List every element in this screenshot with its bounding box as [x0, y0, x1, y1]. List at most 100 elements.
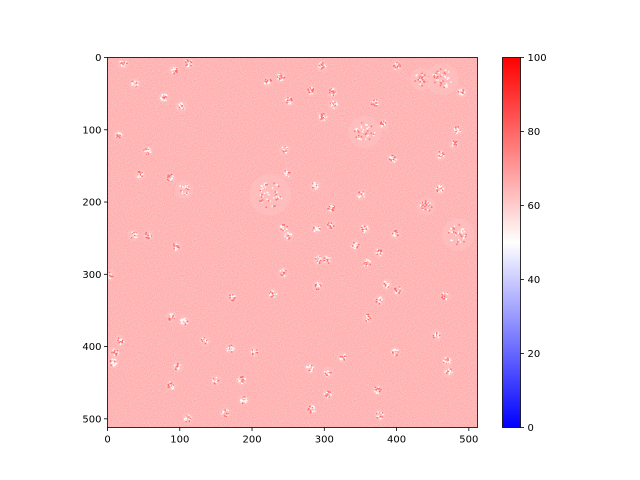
cluster-spot	[371, 384, 384, 396]
cluster-spot	[165, 311, 177, 323]
cluster-spot	[326, 86, 339, 98]
y-tick-label: 100	[82, 125, 101, 136]
cluster-spot	[337, 351, 349, 364]
cluster-spot	[129, 77, 141, 90]
cluster-spot	[134, 168, 146, 181]
colorbar-tick-label: 40	[528, 275, 541, 286]
colorbar-tick-label: 100	[528, 53, 547, 64]
cluster-spot	[374, 409, 386, 421]
cluster-spot	[392, 284, 404, 296]
cluster-spot	[107, 269, 116, 281]
cluster-spot	[283, 95, 295, 107]
cluster-spot	[325, 202, 338, 215]
y-tick-label: 400	[82, 342, 101, 353]
heatmap-clusters	[107, 57, 475, 425]
cluster-spot	[310, 222, 323, 235]
cluster-spot	[358, 222, 371, 235]
cluster-spot	[325, 219, 337, 231]
cluster-spot	[391, 60, 404, 72]
cluster-spot	[322, 366, 334, 379]
cluster-spot	[142, 229, 154, 242]
heatmap-noise-texture	[107, 57, 478, 428]
cluster-spot	[441, 218, 475, 251]
cluster-spot	[425, 62, 459, 96]
cluster-spot	[312, 254, 325, 266]
cluster-spot	[199, 335, 211, 347]
cluster-spot	[107, 356, 120, 369]
x-tick-label: 400	[387, 435, 406, 446]
cluster-spot	[455, 86, 468, 98]
cluster-spot	[439, 290, 451, 302]
cluster-spot	[182, 57, 195, 70]
cluster-spot	[277, 267, 289, 279]
cluster-spot	[248, 345, 260, 358]
cluster-spot	[267, 288, 279, 300]
cluster-spot	[224, 342, 237, 355]
cluster-spot	[309, 180, 321, 192]
cluster-spot	[380, 278, 393, 291]
cluster-spot	[327, 98, 340, 111]
cluster-spot	[171, 361, 184, 373]
cluster-spot	[305, 84, 318, 97]
cluster-spot	[181, 413, 194, 425]
cluster-spot	[108, 346, 121, 359]
cluster-spot	[226, 291, 238, 304]
cluster-spot	[349, 239, 362, 252]
cluster-spot	[168, 64, 180, 77]
cluster-spot	[369, 97, 381, 109]
cluster-spot	[448, 138, 461, 150]
cluster-spot	[373, 294, 385, 307]
cluster-spot	[141, 145, 154, 158]
cluster-spot	[377, 118, 390, 131]
cluster-spot	[416, 197, 436, 216]
colorbar-tick-label: 20	[528, 349, 541, 360]
cluster-spot	[387, 152, 399, 165]
heatmap-frame	[107, 57, 478, 428]
cluster-spot	[304, 362, 316, 375]
cluster-spot	[390, 228, 402, 240]
x-axis: 0 100 200 300 400 500	[104, 427, 478, 446]
colorbar-tick-label: 0	[528, 423, 534, 434]
cluster-spot	[361, 311, 374, 324]
cluster-spot	[451, 123, 464, 136]
cluster-spot	[117, 57, 130, 70]
x-tick-label: 500	[459, 435, 478, 446]
x-tick-label: 0	[104, 435, 110, 446]
cluster-spot	[282, 230, 294, 242]
cluster-spot	[210, 374, 222, 387]
cluster-spot	[430, 329, 443, 341]
cluster-spot	[317, 110, 329, 123]
cluster-spot	[434, 183, 446, 195]
y-tick-label: 300	[82, 270, 101, 281]
cluster-spot	[441, 355, 453, 367]
cluster-spot	[305, 403, 318, 416]
cluster-spot	[170, 241, 182, 253]
cluster-spot	[312, 280, 324, 292]
cluster-spot	[361, 257, 373, 270]
cluster-spot	[175, 100, 187, 113]
colorbar-tick-label: 80	[528, 127, 541, 138]
cluster-spot	[280, 167, 293, 179]
cluster-spot	[278, 144, 291, 156]
cluster-spot	[237, 394, 250, 406]
cluster-spot	[373, 246, 385, 259]
cluster-spot	[164, 171, 177, 184]
y-axis: 0 100 200 300 400 500	[82, 53, 108, 425]
cluster-spot	[158, 91, 170, 104]
cluster-spot	[355, 189, 367, 201]
cluster-spot	[348, 115, 381, 149]
y-tick-label: 500	[82, 414, 101, 425]
cluster-spot	[114, 335, 127, 347]
cluster-spot	[165, 379, 177, 392]
x-tick-label: 100	[170, 435, 189, 446]
cluster-spot	[262, 76, 274, 88]
colorbar-axis: 0 20 40 60 80 100	[520, 53, 547, 434]
x-tick-label: 300	[315, 435, 334, 446]
cluster-spot	[275, 71, 287, 83]
cluster-spot	[112, 129, 125, 142]
cluster-spot	[127, 229, 140, 242]
heatmap-plot-area	[107, 57, 478, 428]
cluster-spot	[321, 254, 333, 266]
cluster-spot	[389, 346, 401, 359]
cluster-spot	[178, 315, 190, 328]
